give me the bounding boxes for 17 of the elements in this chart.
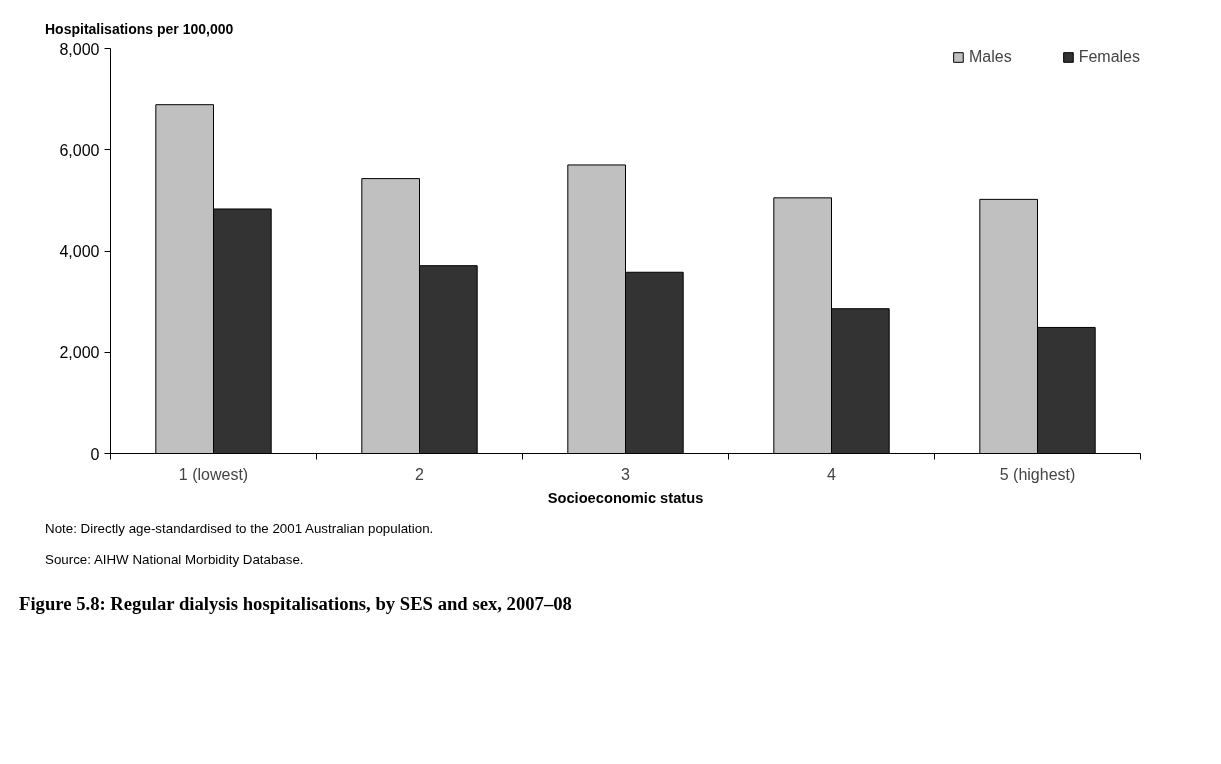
x-tick-label: 2 — [415, 465, 425, 483]
x-tick-label: 4 — [827, 465, 837, 483]
y-tick-label: 8,000 — [59, 40, 100, 58]
y-tick-label: 6,000 — [59, 141, 100, 159]
x-tick-label: 1 (lowest) — [178, 465, 249, 483]
y-tick-label: 0 — [90, 445, 100, 463]
x-axis-title: Socioeconomic status — [547, 489, 704, 506]
legend-label: Females — [1078, 48, 1140, 66]
y-tick-label: 4,000 — [59, 243, 100, 260]
source-note: Source: AIHW National Morbidity Database. — [45, 551, 305, 570]
text: Figure 5.8: Regular dialysis hospitalisations, by SES and sex, 2007–08 — [19, 592, 572, 617]
y-tick-label: 2,000 — [59, 344, 100, 362]
x-tick-label: 5 (highest) — [999, 465, 1076, 483]
text: Note: Directly age-standardised to the 2001 Australian population. — [45, 520, 435, 538]
x-tick-label: 3 — [621, 465, 631, 483]
legend-label: Males — [968, 48, 1012, 66]
y-axis-title: Hospitalisations per 100,000 — [45, 20, 234, 39]
